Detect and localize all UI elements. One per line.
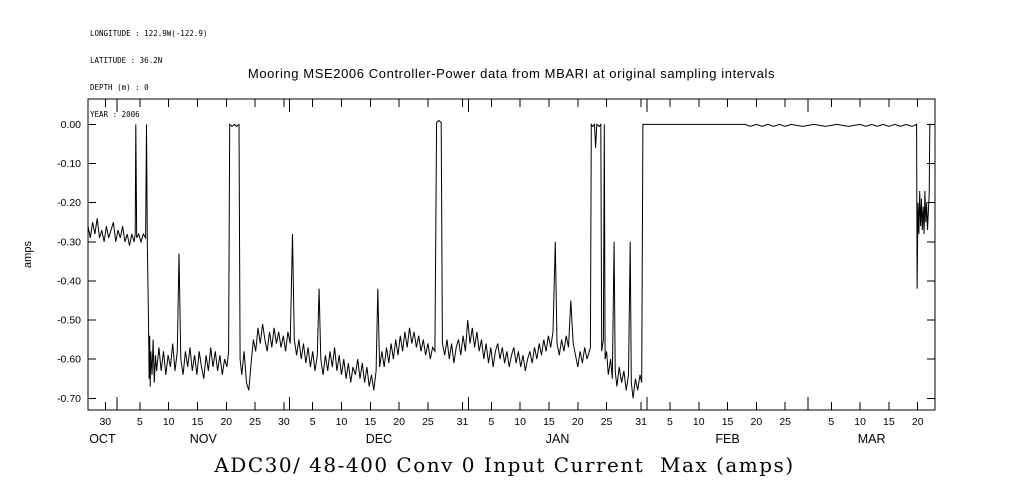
- x-tick-label: 10: [693, 416, 705, 428]
- x-tick-label: 10: [163, 416, 175, 428]
- x-tick-label: 25: [422, 416, 434, 428]
- current-max-series-line: [87, 119, 932, 399]
- y-tick-label: -0.10: [57, 158, 81, 170]
- x-tick-label: 10: [514, 416, 526, 428]
- y-tick-label: -0.60: [57, 354, 81, 366]
- x-tick-label: 25: [601, 416, 613, 428]
- x-tick-label: 20: [912, 416, 924, 428]
- y-tick-label: 0.00: [61, 119, 82, 131]
- month-label: FEB: [715, 432, 739, 446]
- x-tick-label: 10: [336, 416, 348, 428]
- y-axis-label: amps: [22, 241, 34, 268]
- month-label: DEC: [366, 432, 392, 446]
- x-tick-label: 30: [278, 416, 290, 428]
- chart-title: Mooring MSE2006 Controller-Power data fr…: [247, 66, 776, 81]
- x-tick-label: 31: [635, 416, 647, 428]
- metadata-block: LONGITUDE : 122.9W(-122.9) LATITUDE : 36…: [90, 11, 207, 137]
- x-tick-label: 5: [828, 416, 834, 428]
- plot-frame: [87, 98, 936, 411]
- x-tick-label: 30: [99, 416, 111, 428]
- year-label: YEAR : 2006: [90, 110, 140, 119]
- x-tick-label: 20: [220, 416, 232, 428]
- x-tick-label: 5: [310, 416, 316, 428]
- x-tick-label: 10: [854, 416, 866, 428]
- x-tick-label: 15: [543, 416, 555, 428]
- x-tick-label: 5: [488, 416, 494, 428]
- x-tick-label: 31: [457, 416, 469, 428]
- x-tick-label: 20: [751, 416, 763, 428]
- x-tick-label: 25: [779, 416, 791, 428]
- x-tick-label: 15: [883, 416, 895, 428]
- x-tick-label: 20: [572, 416, 584, 428]
- y-tick-label: -0.40: [57, 275, 81, 287]
- bottom-title: ADC30/ 48-400 Conv 0 Input Current Max (…: [214, 453, 795, 477]
- x-tick-label: 25: [249, 416, 261, 428]
- x-tick-label: 20: [393, 416, 405, 428]
- y-tick-label: -0.70: [57, 393, 81, 405]
- x-tick-label: 5: [137, 416, 143, 428]
- latitude-label: LATITUDE : 36.2N: [90, 56, 163, 65]
- depth-label: DEPTH (m) : 0: [90, 83, 149, 92]
- month-label: MAR: [858, 432, 886, 446]
- x-tick-label: 5: [667, 416, 673, 428]
- month-label: JAN: [546, 432, 570, 446]
- month-label: NOV: [190, 432, 218, 446]
- longitude-label: LONGITUDE : 122.9W(-122.9): [90, 29, 208, 38]
- x-tick-label: 15: [364, 416, 376, 428]
- month-label: OCT: [89, 432, 116, 446]
- y-tick-label: -0.20: [57, 197, 81, 209]
- y-tick-label: -0.30: [57, 236, 81, 248]
- x-tick-label: 15: [192, 416, 204, 428]
- x-tick-label: 15: [722, 416, 734, 428]
- y-tick-label: -0.50: [57, 315, 81, 327]
